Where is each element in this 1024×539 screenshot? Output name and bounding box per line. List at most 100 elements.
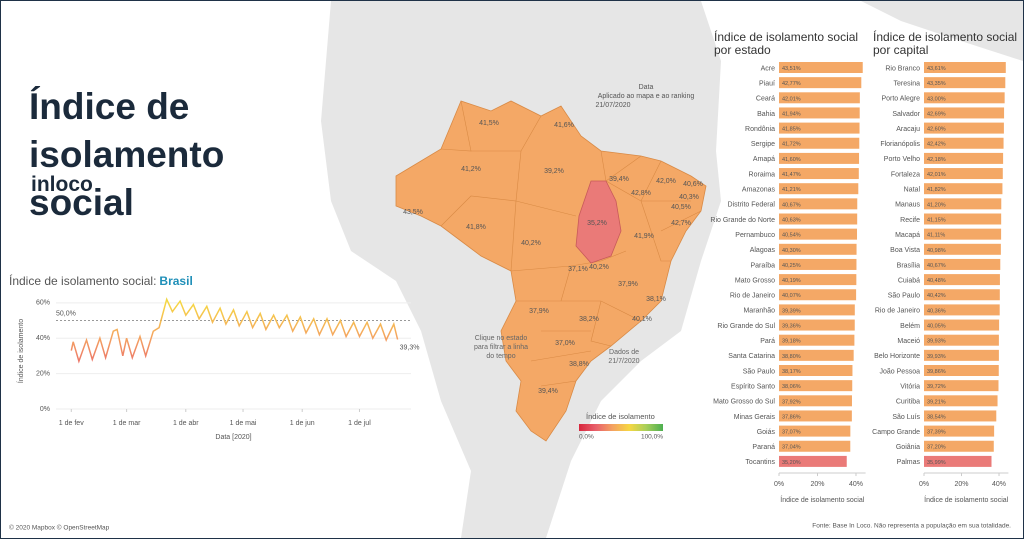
page-title: Índice de isolamento social — [29, 86, 225, 223]
category-label: São Luís — [892, 414, 920, 421]
category-label: Recife — [900, 217, 920, 224]
map-label: 39,4% — [538, 388, 558, 395]
value-label: 41,94% — [782, 111, 801, 117]
bar — [924, 168, 1003, 180]
bar — [924, 92, 1005, 104]
map-label: 38,2% — [579, 316, 599, 323]
value-label: 42,18% — [927, 157, 946, 163]
x-tick-label: 0% — [774, 481, 784, 488]
legend-min: 0,0% — [579, 434, 594, 441]
category-label: Brasília — [897, 262, 920, 269]
line-title: Índice de isolamento social: Brasil — [9, 273, 193, 288]
map-label: 41,9% — [634, 233, 654, 240]
line-title-text: Índice de isolamento social: — [9, 273, 156, 288]
bar — [779, 334, 855, 346]
value-label: 35,20% — [782, 460, 801, 466]
bar — [924, 410, 997, 422]
value-label: 40,30% — [782, 248, 801, 254]
y-tick-label: 40% — [36, 335, 50, 342]
map-label: 42,7% — [671, 220, 691, 227]
bar — [779, 152, 860, 164]
category-label: Cuiabá — [898, 277, 920, 284]
x-tick-label: 1 de jun — [290, 420, 315, 427]
category-label: Paraíba — [750, 262, 775, 269]
category-label: Santa Catarina — [728, 353, 775, 360]
x-tick-label: 1 de abr — [173, 420, 199, 427]
value-label: 39,36% — [782, 324, 801, 330]
bar — [924, 425, 995, 437]
map-label: 38,8% — [569, 361, 589, 368]
bar — [779, 198, 858, 210]
x-tick-label: 0% — [919, 481, 929, 488]
x-tick-label: 1 de mai — [230, 420, 257, 427]
value-label: 40,63% — [782, 217, 801, 223]
category-label: Ceará — [756, 96, 775, 103]
value-label: 43,61% — [927, 66, 946, 72]
value-label: 42,60% — [927, 127, 946, 133]
category-label: Bahia — [757, 111, 775, 118]
value-label: 41,82% — [927, 187, 946, 193]
category-label: Teresina — [894, 80, 921, 87]
y-tick-label: 20% — [36, 370, 50, 377]
bar — [924, 152, 1004, 164]
line-title-highlight: Brasil — [159, 274, 192, 288]
map-label: 40,3% — [679, 194, 699, 201]
category-label: Roraima — [749, 171, 776, 178]
x-axis-title: Índice de isolamento social — [780, 495, 864, 504]
value-label: 40,67% — [782, 202, 801, 208]
bar — [779, 137, 860, 149]
x-axis-title: Índice de isolamento social — [924, 495, 1008, 504]
map-label: 37,0% — [555, 340, 575, 347]
bar — [924, 334, 999, 346]
category-label: Distrito Federal — [728, 202, 776, 209]
category-label: Porto Velho — [884, 156, 920, 163]
category-label: Curitiba — [896, 399, 920, 406]
value-label: 38,54% — [927, 414, 946, 420]
value-label: 40,42% — [927, 293, 946, 299]
bar — [924, 243, 1001, 255]
category-label: Manaus — [895, 202, 920, 209]
line — [70, 297, 399, 364]
category-label: Piauí — [759, 80, 775, 87]
x-tick-label: 1 de mar — [113, 420, 141, 427]
value-label: 39,93% — [927, 339, 946, 345]
x-tick-label: 40% — [992, 481, 1006, 488]
bar — [924, 319, 1000, 331]
brand: inloco — [31, 173, 93, 196]
x-tick-label: 20% — [810, 481, 824, 488]
category-label: Rondônia — [745, 126, 775, 133]
category-label: Mato Grosso do Sul — [713, 399, 775, 406]
map-label: 41,6% — [554, 122, 574, 129]
bar — [924, 455, 992, 467]
category-label: Mato Grosso — [735, 277, 775, 284]
category-label: São Paulo — [888, 293, 920, 300]
bar-title: Índice de isolamento social por estado — [714, 30, 859, 57]
category-label: Alagoas — [750, 247, 776, 254]
attribution: © 2020 Mapbox © OpenStreetMap — [9, 524, 110, 532]
value-label: 40,07% — [782, 293, 801, 299]
tocantins[interactable] — [575, 180, 622, 264]
map-label: 39,2% — [544, 168, 564, 175]
continent — [861, 1, 1023, 61]
bar — [779, 349, 854, 361]
category-label: Goiânia — [896, 444, 920, 451]
value-label: 35,99% — [927, 460, 946, 466]
bar — [779, 243, 857, 255]
filter-note: Aplicado ao mapa e ao ranking — [598, 93, 695, 100]
bar — [779, 62, 863, 73]
bar — [924, 289, 1000, 301]
category-label: Minas Gerais — [734, 414, 776, 421]
category-label: Tocantins — [745, 459, 775, 466]
bar — [924, 395, 998, 407]
value-label: 41,72% — [782, 142, 801, 148]
value-label: 42,42% — [927, 142, 946, 148]
source: Fonte: Base In Loco. Não representa a po… — [812, 523, 1011, 530]
bar — [779, 365, 853, 376]
bar — [924, 107, 1005, 119]
category-label: Acre — [761, 65, 776, 72]
map-label: 37,1% — [568, 266, 588, 273]
map-label: 40,5% — [671, 204, 691, 211]
x-tick-label: 20% — [955, 481, 969, 488]
category-label: Rio de Janeiro — [875, 308, 920, 315]
